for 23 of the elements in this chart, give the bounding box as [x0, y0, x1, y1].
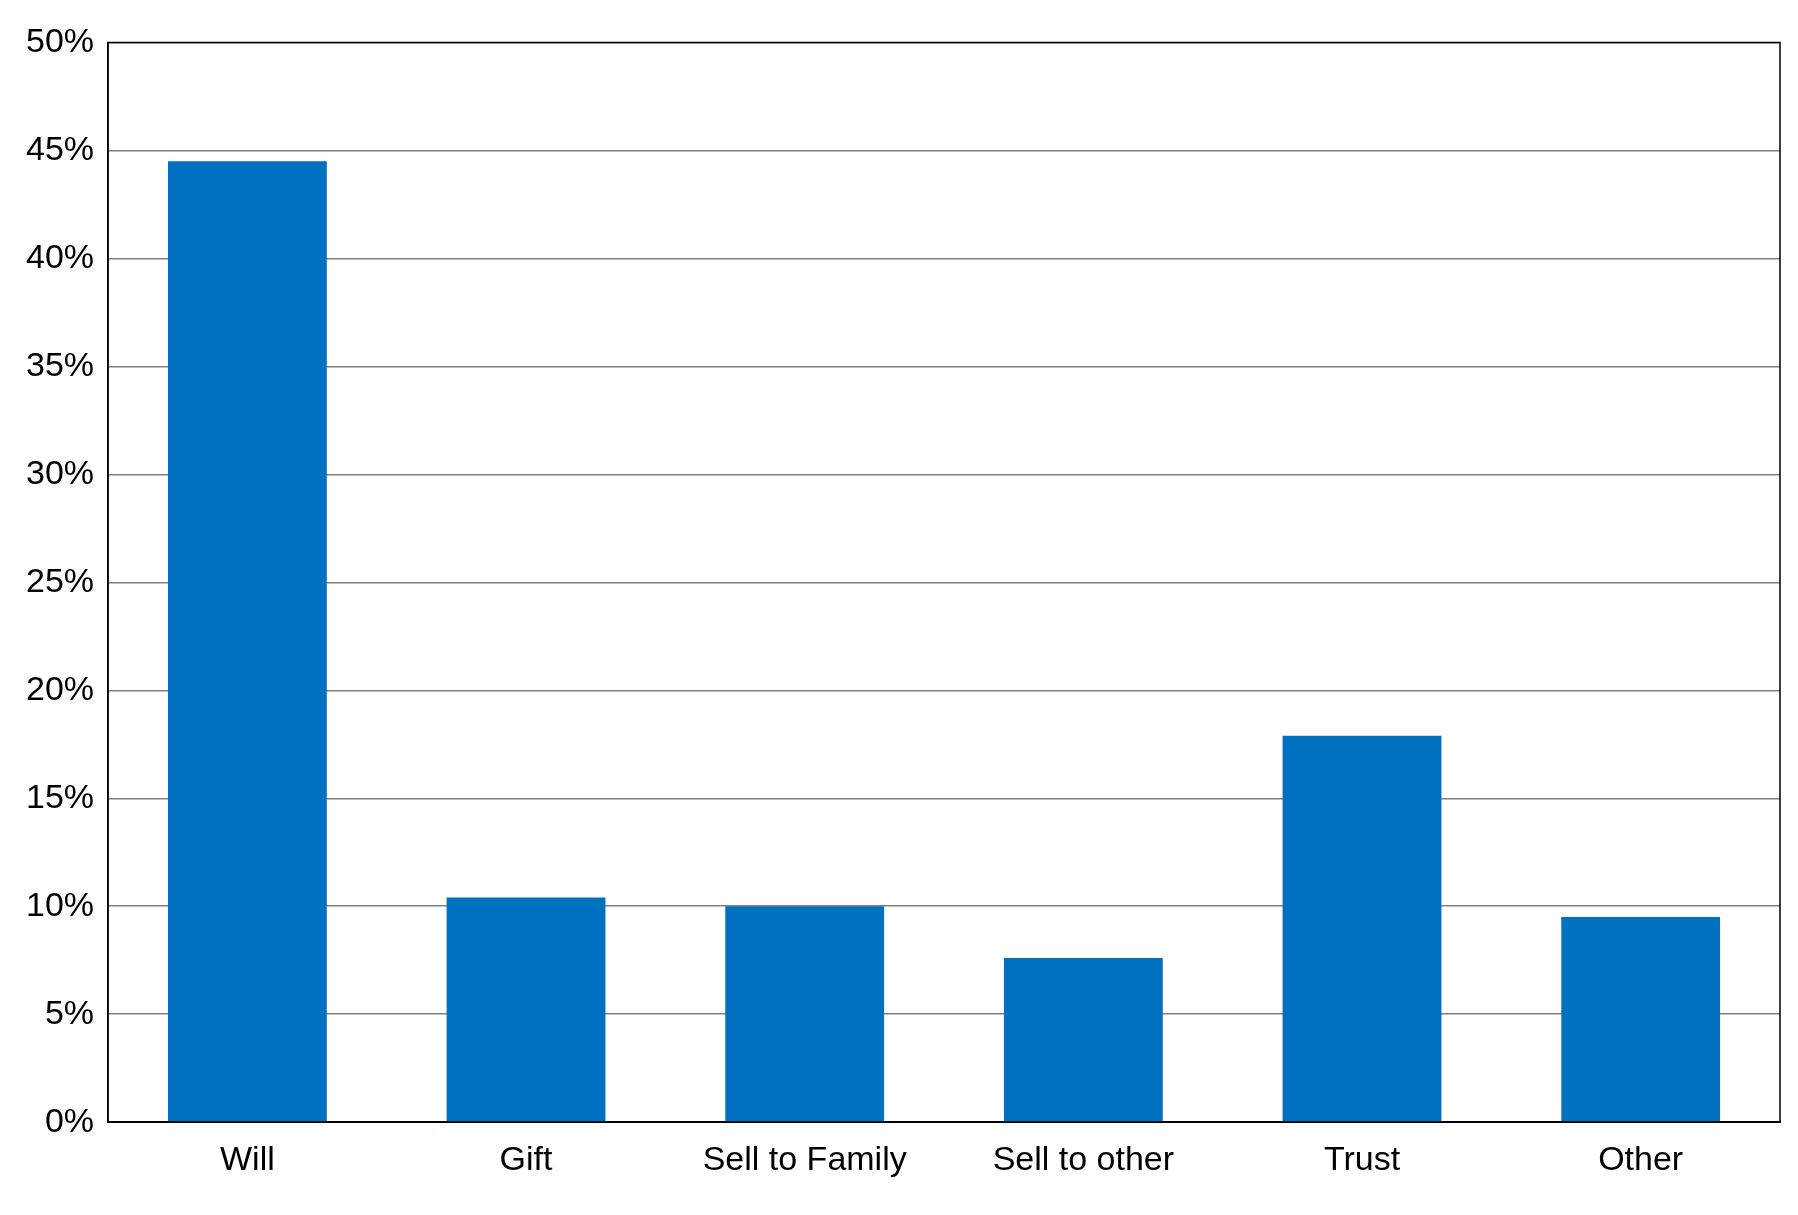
y-tick-label: 10%: [25, 884, 95, 923]
y-tick-label: 50%: [25, 20, 95, 59]
y-tick-label: 15%: [25, 776, 95, 815]
x-tick-label: Will: [220, 1138, 275, 1177]
y-tick-label: 35%: [25, 344, 95, 383]
y-tick-label: 25%: [25, 560, 95, 599]
y-tick-label: 0%: [44, 1100, 95, 1139]
y-tick-label: 45%: [25, 128, 95, 167]
x-tick-label: Sell to other: [992, 1138, 1175, 1177]
bar: [1282, 735, 1442, 1122]
bar: [1561, 917, 1721, 1122]
bar: [1003, 958, 1163, 1122]
x-tick-label: Sell to Family: [702, 1138, 907, 1177]
y-tick-label: 20%: [25, 668, 95, 707]
y-tick-label: 5%: [44, 992, 95, 1031]
y-tick-label: 40%: [25, 236, 95, 275]
bar: [167, 161, 327, 1122]
bar: [725, 906, 885, 1122]
x-tick-label: Other: [1598, 1138, 1684, 1177]
x-tick-label: Gift: [499, 1138, 554, 1177]
x-tick-label: Trust: [1323, 1138, 1401, 1177]
bar: [446, 897, 606, 1122]
y-tick-label: 30%: [25, 452, 95, 491]
